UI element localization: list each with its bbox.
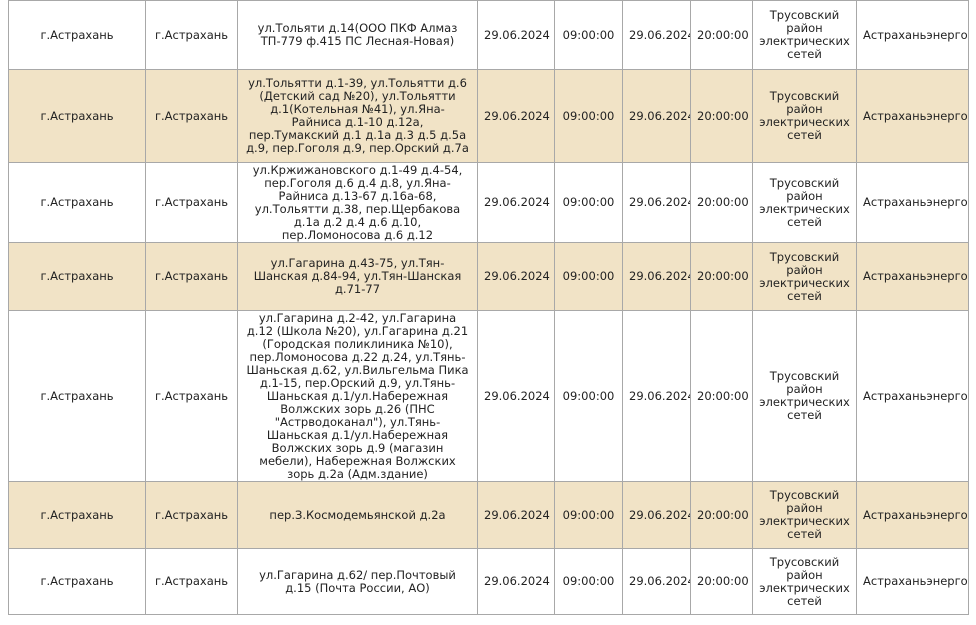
locality-cell: г.Астрахань [145, 242, 238, 311]
company-cell: Астраханьэнерго [856, 162, 969, 243]
end-time-cell: 20:00:00 [690, 0, 753, 70]
end-date-cell: 29.06.2024 [622, 548, 691, 615]
start-date-cell: 29.06.2024 [477, 162, 555, 243]
company-cell: Астраханьэнерго [856, 0, 969, 70]
end-time-cell: 20:00:00 [690, 548, 753, 615]
table-row: г.Астрахань г.Астрахань ул.Гагарина д.2-42… [8, 310, 969, 482]
start-time-cell: 09:00:00 [554, 69, 623, 163]
start-time-cell: 09:00:00 [554, 162, 623, 243]
start-time-cell: 09:00:00 [554, 481, 623, 549]
table-row: г.Астрахань г.Астрахань ул.Кржижановского … [8, 162, 969, 243]
end-time-cell: 20:00:00 [690, 481, 753, 549]
table-row: г.Астрахань г.Астрахань ул.Гагарина д.43-7… [8, 242, 969, 311]
table-row: г.Астрахань г.Астрахань ул.Тольяти д.14(ОО… [8, 0, 969, 70]
company-cell: Астраханьэнерго [856, 242, 969, 311]
city-cell: г.Астрахань [8, 548, 146, 615]
table-row: г.Астрахань г.Астрахань пер.З.Космодемьянс… [8, 481, 969, 549]
end-date-cell: 29.06.2024 [622, 0, 691, 70]
locality-cell: г.Астрахань [145, 310, 238, 482]
end-date-cell: 29.06.2024 [622, 242, 691, 311]
company-cell: Астраханьэнерго [856, 548, 969, 615]
city-cell: г.Астрахань [8, 69, 146, 163]
company-cell: Астраханьэнерго [856, 69, 969, 163]
address-cell: ул.Кржижановского д.1-49 д.4-54, пер.Гог… [237, 162, 478, 243]
start-date-cell: 29.06.2024 [477, 310, 555, 482]
network-cell: Трусовский район электрических сетей [752, 242, 857, 311]
start-time-cell: 09:00:00 [554, 548, 623, 615]
end-date-cell: 29.06.2024 [622, 481, 691, 549]
city-cell: г.Астрахань [8, 0, 146, 70]
start-date-cell: 29.06.2024 [477, 0, 555, 70]
city-cell: г.Астрахань [8, 310, 146, 482]
address-cell: пер.З.Космодемьянской д.2а [237, 481, 478, 549]
end-time-cell: 20:00:00 [690, 162, 753, 243]
outage-table: г.Астрахань г.Астрахань ул.Тольяти д.14(ОО… [8, 0, 969, 615]
start-time-cell: 09:00:00 [554, 310, 623, 482]
locality-cell: г.Астрахань [145, 162, 238, 243]
locality-cell: г.Астрахань [145, 69, 238, 163]
locality-cell: г.Астрахань [145, 481, 238, 549]
network-cell: Трусовский район электрических сетей [752, 481, 857, 549]
start-date-cell: 29.06.2024 [477, 69, 555, 163]
address-cell: ул.Гагарина д.43-75, ул.Тян-Шанская д.84… [237, 242, 478, 311]
end-date-cell: 29.06.2024 [622, 162, 691, 243]
company-cell: Астраханьэнерго [856, 481, 969, 549]
address-cell: ул.Гагарина д.62/ пер.Почтовый д.15 (Поч… [237, 548, 478, 615]
table-row: г.Астрахань г.Астрахань ул.Тольятти д.1-39… [8, 69, 969, 163]
city-cell: г.Астрахань [8, 481, 146, 549]
end-time-cell: 20:00:00 [690, 310, 753, 482]
start-date-cell: 29.06.2024 [477, 481, 555, 549]
company-cell: Астраханьэнерго [856, 310, 969, 482]
table-row: г.Астрахань г.Астрахань ул.Гагарина д.62/ … [8, 548, 969, 615]
network-cell: Трусовский район электрических сетей [752, 310, 857, 482]
locality-cell: г.Астрахань [145, 548, 238, 615]
end-time-cell: 20:00:00 [690, 242, 753, 311]
start-date-cell: 29.06.2024 [477, 242, 555, 311]
city-cell: г.Астрахань [8, 162, 146, 243]
network-cell: Трусовский район электрических сетей [752, 162, 857, 243]
address-cell: ул.Тольяти д.14(ООО ПКФ Алмаз ТП-779 ф.4… [237, 0, 478, 70]
start-time-cell: 09:00:00 [554, 242, 623, 311]
end-date-cell: 29.06.2024 [622, 310, 691, 482]
network-cell: Трусовский район электрических сетей [752, 69, 857, 163]
table-body: г.Астрахань г.Астрахань ул.Тольяти д.14(ОО… [8, 0, 969, 615]
locality-cell: г.Астрахань [145, 0, 238, 70]
city-cell: г.Астрахань [8, 242, 146, 311]
start-date-cell: 29.06.2024 [477, 548, 555, 615]
end-date-cell: 29.06.2024 [622, 69, 691, 163]
address-cell: ул.Тольятти д.1-39, ул.Тольятти д.6 (Дет… [237, 69, 478, 163]
start-time-cell: 09:00:00 [554, 0, 623, 70]
end-time-cell: 20:00:00 [690, 69, 753, 163]
network-cell: Трусовский район электрических сетей [752, 548, 857, 615]
network-cell: Трусовский район электрических сетей [752, 0, 857, 70]
address-cell: ул.Гагарина д.2-42, ул.Гагарина д.12 (Шк… [237, 310, 478, 482]
